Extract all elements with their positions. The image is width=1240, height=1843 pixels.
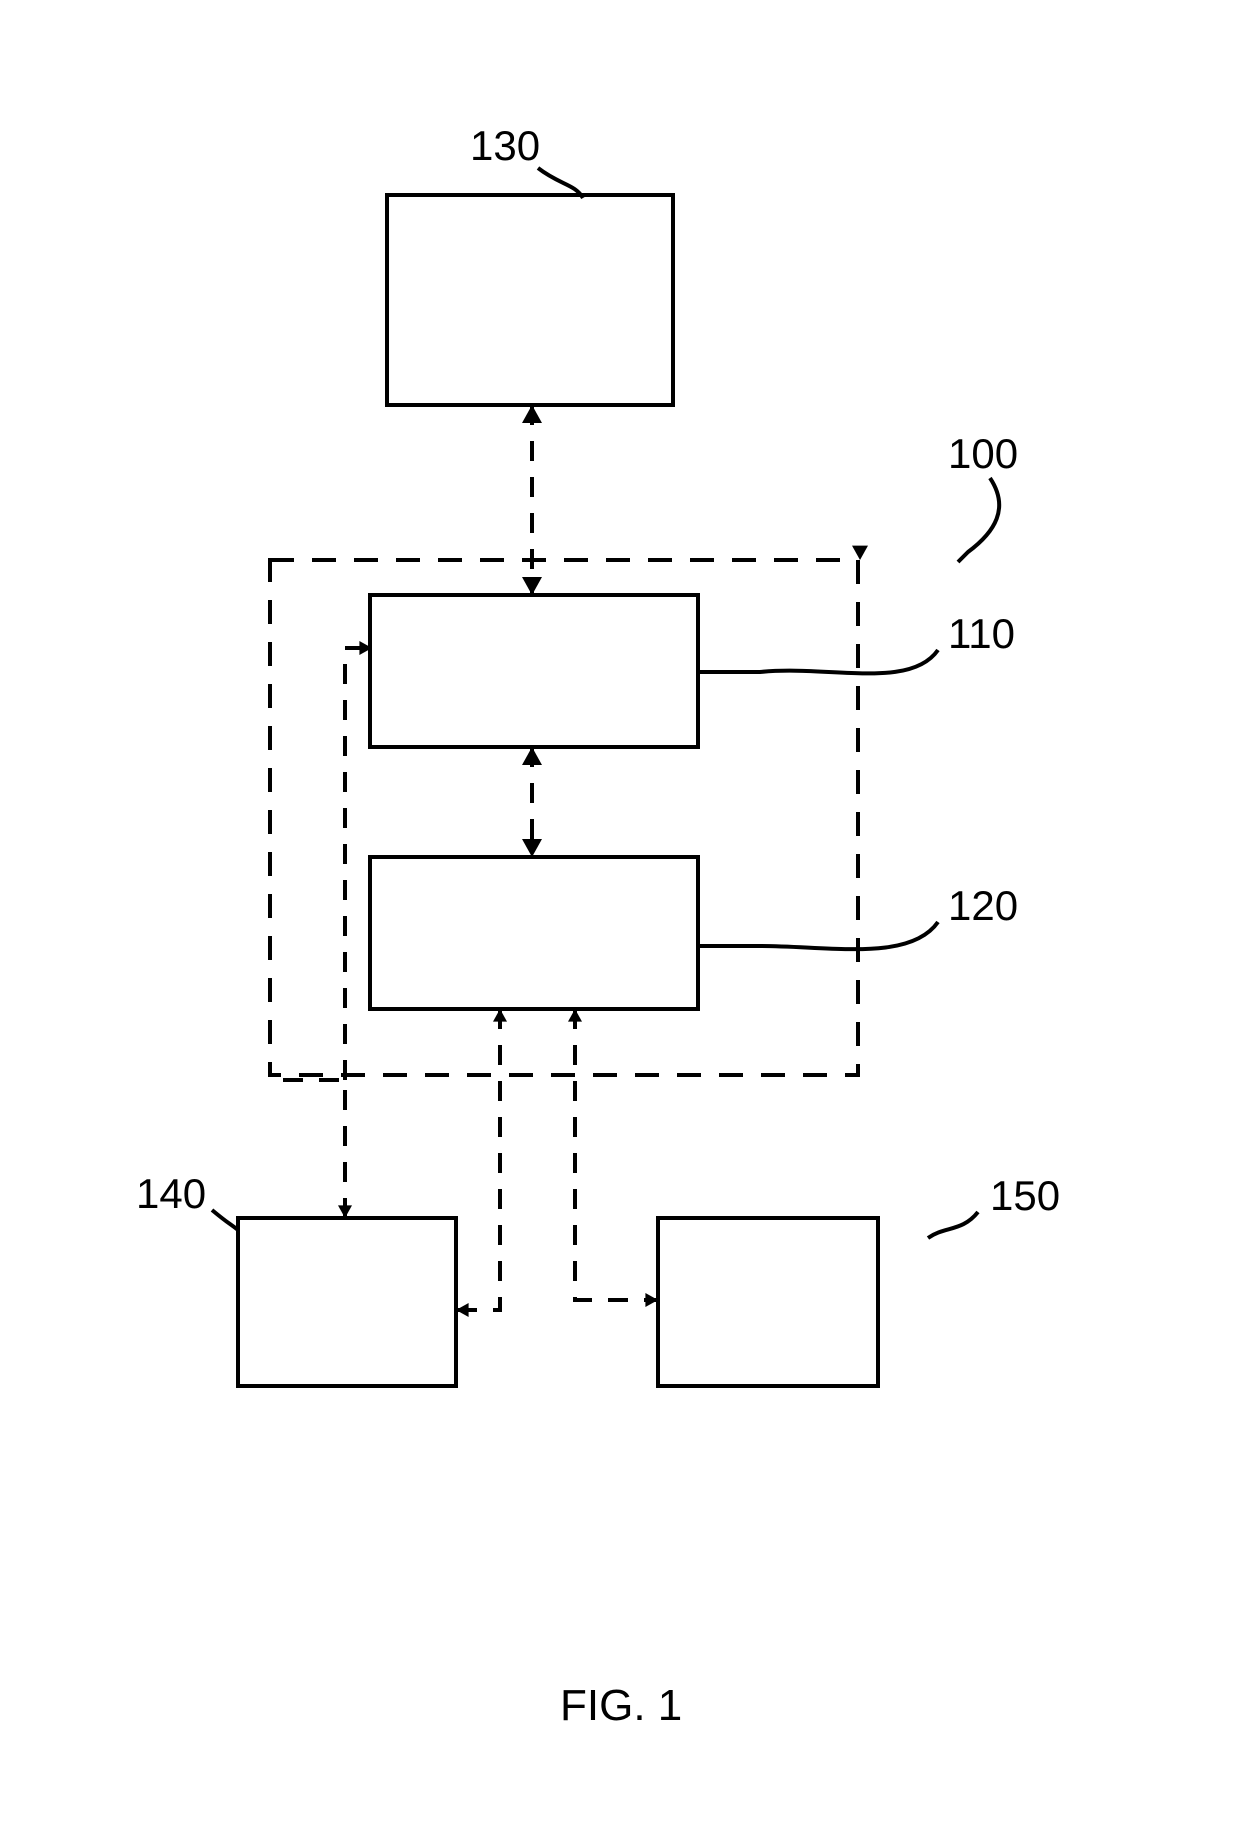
node-box110 [370,595,698,747]
figure-diagram: 130 100 110 120 140 150 FIG. 1 [0,0,1240,1843]
node-box140 [238,1218,456,1386]
figure-caption: FIG. 1 [560,1681,682,1730]
node-box120 [370,857,698,1009]
label-box130: 130 [470,122,540,169]
leader-box150 [928,1212,978,1238]
edge-e3 [270,1080,345,1218]
edge-e5 [456,1009,500,1310]
edge-e6 [575,1009,658,1300]
label-box150: 150 [990,1172,1060,1219]
leader-box110 [698,650,938,673]
node-box150 [658,1218,878,1386]
node-box130 [387,195,673,405]
leader-container [958,478,999,562]
edge-e4 [345,648,372,1080]
label-box120: 120 [948,882,1018,929]
leader-box140 [212,1210,238,1230]
label-box110: 110 [948,610,1015,657]
label-box140: 140 [136,1170,206,1217]
leader-box120 [698,922,938,949]
label-container: 100 [948,430,1018,477]
